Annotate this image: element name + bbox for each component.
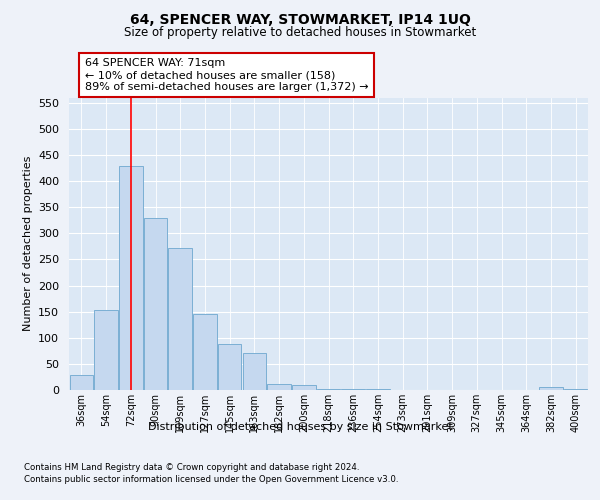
Bar [119, 166, 143, 390]
Y-axis label: Number of detached properties: Number of detached properties [23, 156, 32, 332]
Bar [292, 385, 316, 390]
Bar [242, 354, 266, 390]
Bar [144, 218, 167, 390]
Bar [317, 389, 340, 390]
Bar [169, 248, 192, 390]
Bar [564, 389, 587, 390]
Bar [218, 344, 241, 390]
Text: Size of property relative to detached houses in Stowmarket: Size of property relative to detached ho… [124, 26, 476, 39]
Bar [70, 376, 93, 390]
Bar [268, 384, 291, 390]
Text: Contains HM Land Registry data © Crown copyright and database right 2024.: Contains HM Land Registry data © Crown c… [24, 462, 359, 471]
Bar [94, 310, 118, 390]
Bar [539, 388, 563, 390]
Text: 64 SPENCER WAY: 71sqm
← 10% of detached houses are smaller (158)
89% of semi-det: 64 SPENCER WAY: 71sqm ← 10% of detached … [85, 58, 368, 92]
Text: Distribution of detached houses by size in Stowmarket: Distribution of detached houses by size … [148, 422, 452, 432]
Text: 64, SPENCER WAY, STOWMARKET, IP14 1UQ: 64, SPENCER WAY, STOWMARKET, IP14 1UQ [130, 12, 470, 26]
Text: Contains public sector information licensed under the Open Government Licence v3: Contains public sector information licen… [24, 475, 398, 484]
Bar [193, 314, 217, 390]
